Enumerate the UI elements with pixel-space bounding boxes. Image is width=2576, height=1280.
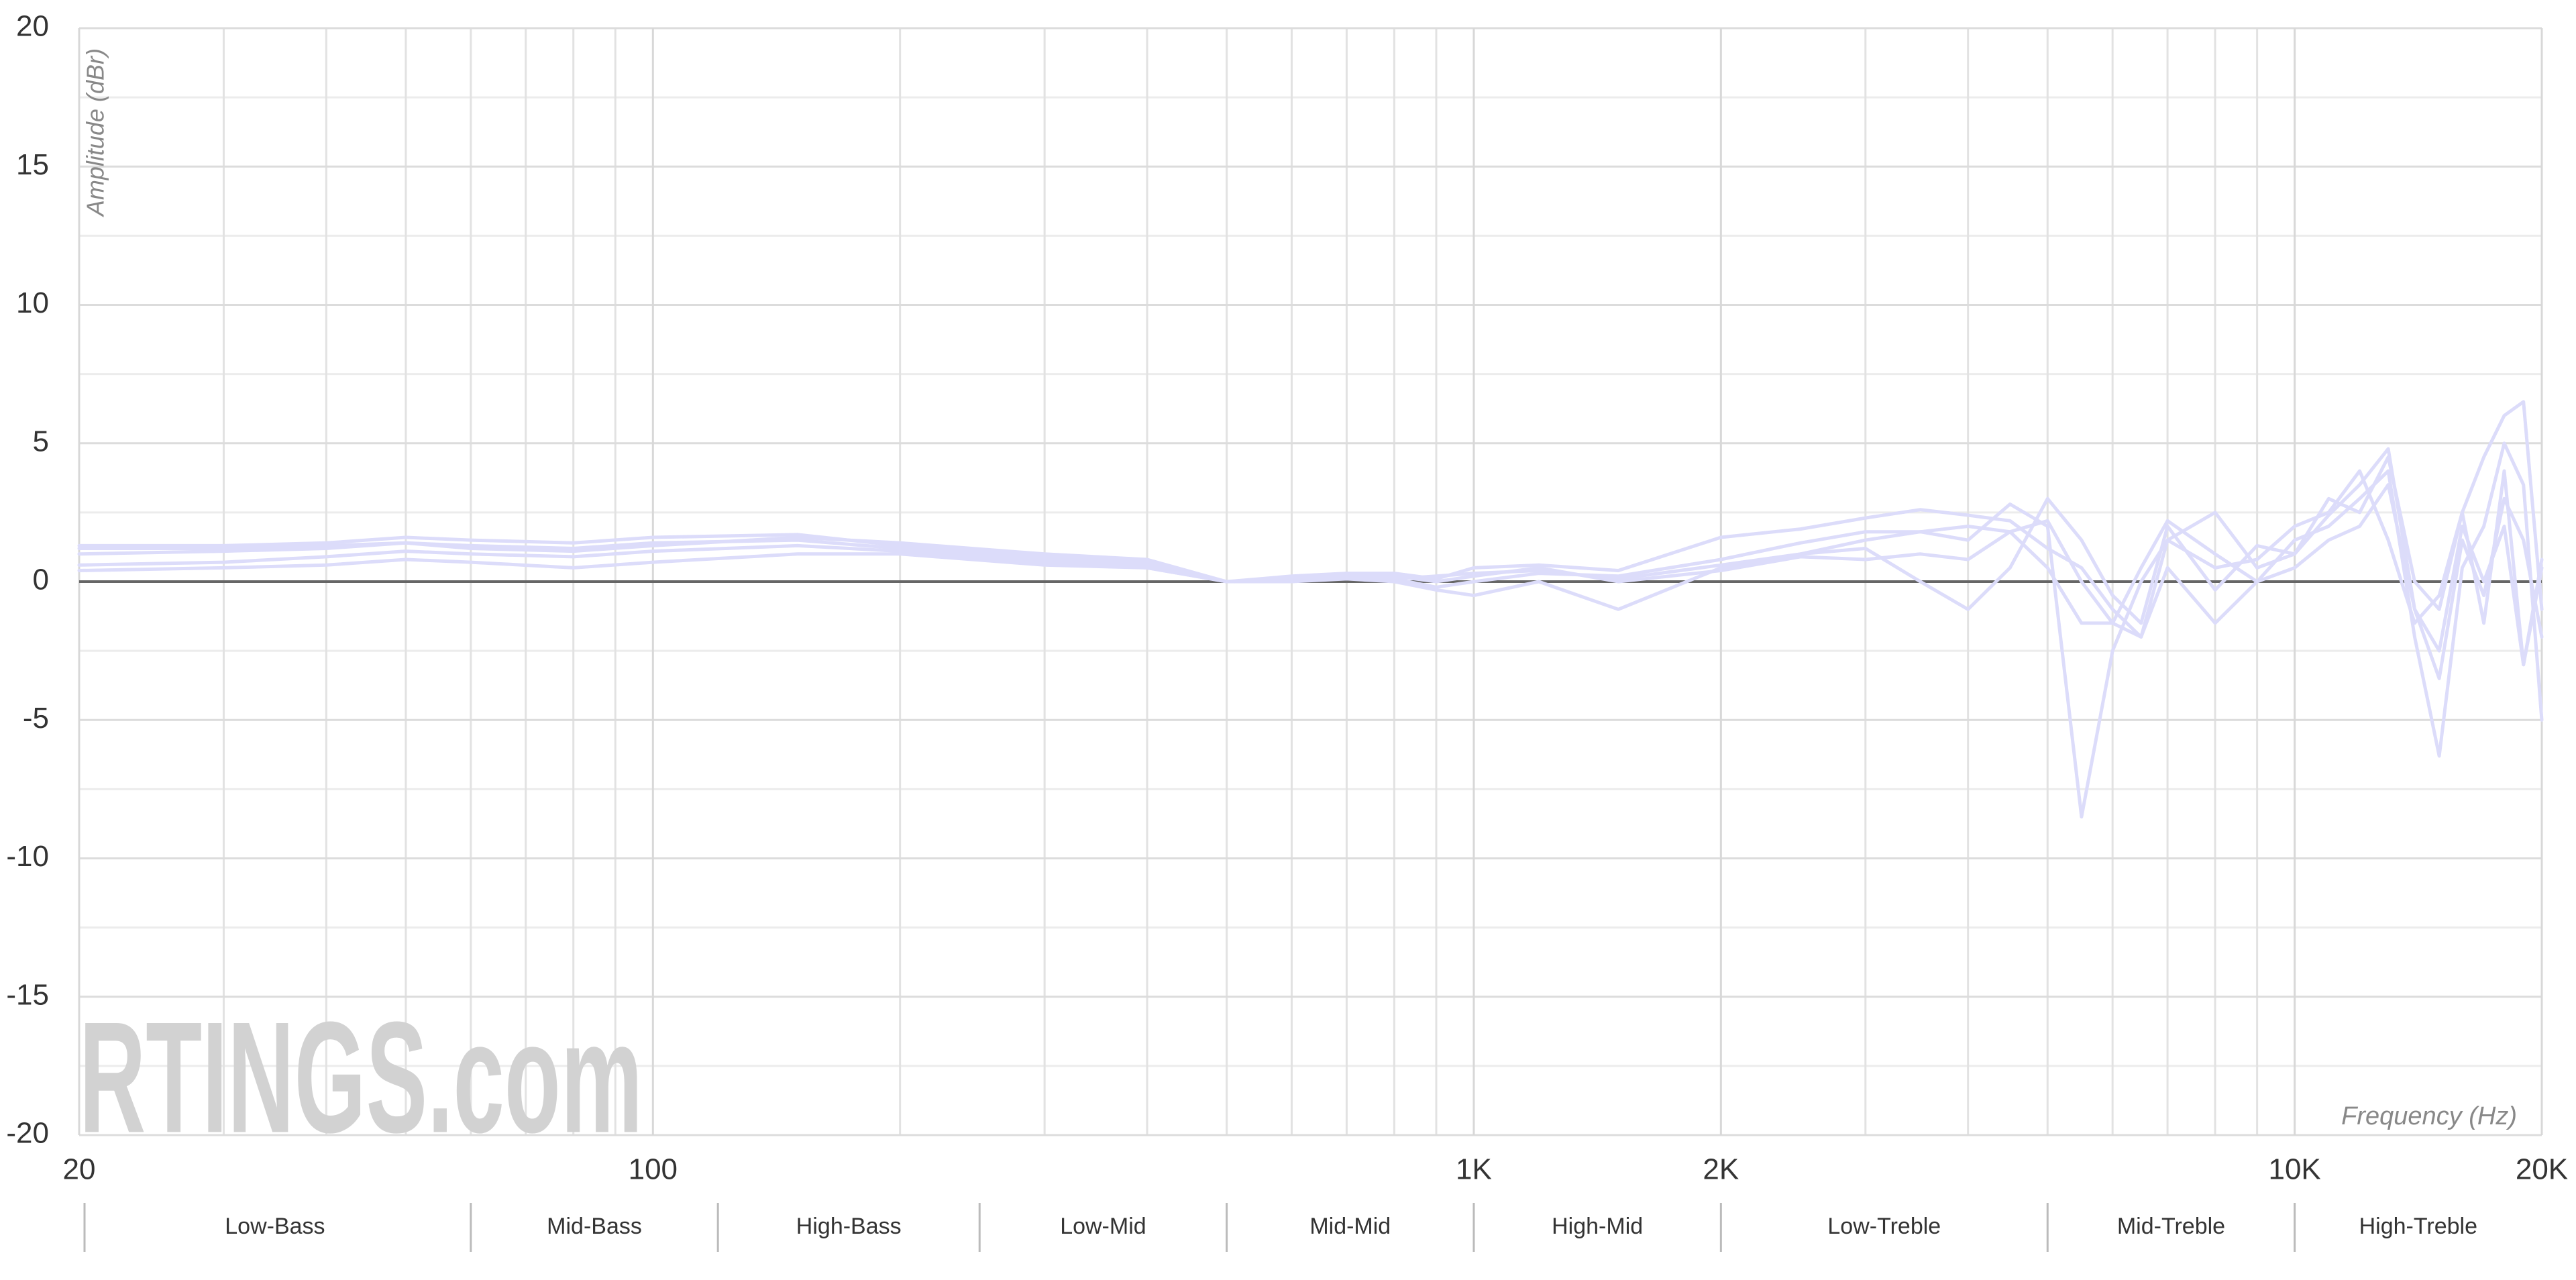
- band-label: Mid-Mid: [1309, 1214, 1391, 1239]
- response-line: [77, 447, 2544, 819]
- band-label: Low-Treble: [1827, 1214, 1941, 1239]
- grid: [78, 27, 2543, 1136]
- y-tick-label: -10: [6, 840, 49, 873]
- y-tick-label: 0: [33, 564, 49, 596]
- x-tick-label: 100: [629, 1153, 678, 1186]
- y-tick-label: 5: [33, 425, 49, 458]
- band-label: High-Mid: [1552, 1214, 1643, 1239]
- response-line: [77, 455, 2544, 667]
- x-tick-label: 10K: [2268, 1153, 2320, 1186]
- band-label: Low-Bass: [225, 1214, 325, 1239]
- lines: [77, 400, 2544, 819]
- y-tick-label: -20: [6, 1117, 49, 1150]
- band-label: Mid-Treble: [2117, 1214, 2225, 1239]
- x-axis-label: Frequency (Hz): [2341, 1102, 2517, 1130]
- response-line: [77, 441, 2544, 758]
- watermark: RTINGS.com: [79, 989, 643, 1166]
- labels: -20 -15 -10 -5 0 5 10 15 20 20 100 1K 2K 10K 20K Low-Ba…: [6, 10, 2568, 1252]
- y-tick-label: -15: [6, 978, 49, 1011]
- y-tick-label: 10: [16, 286, 49, 319]
- y-tick-label: 20: [16, 10, 49, 43]
- band-label: High-Bass: [796, 1214, 902, 1239]
- y-tick-label: 15: [16, 148, 49, 181]
- x-tick-label: 20: [63, 1153, 96, 1186]
- band-label: Mid-Bass: [547, 1214, 642, 1239]
- y-axis-label: Amplitude (dBr): [82, 48, 109, 217]
- x-tick-label: 1K: [1456, 1153, 1492, 1186]
- response-line: [77, 400, 2544, 639]
- x-tick-label: 20K: [2516, 1153, 2568, 1186]
- x-tick-label: 2K: [1703, 1153, 1739, 1186]
- y-tick-label: -5: [23, 702, 49, 735]
- band-label: High-Treble: [2359, 1214, 2477, 1239]
- response-line: [77, 483, 2544, 667]
- band-label: Low-Mid: [1060, 1214, 1146, 1239]
